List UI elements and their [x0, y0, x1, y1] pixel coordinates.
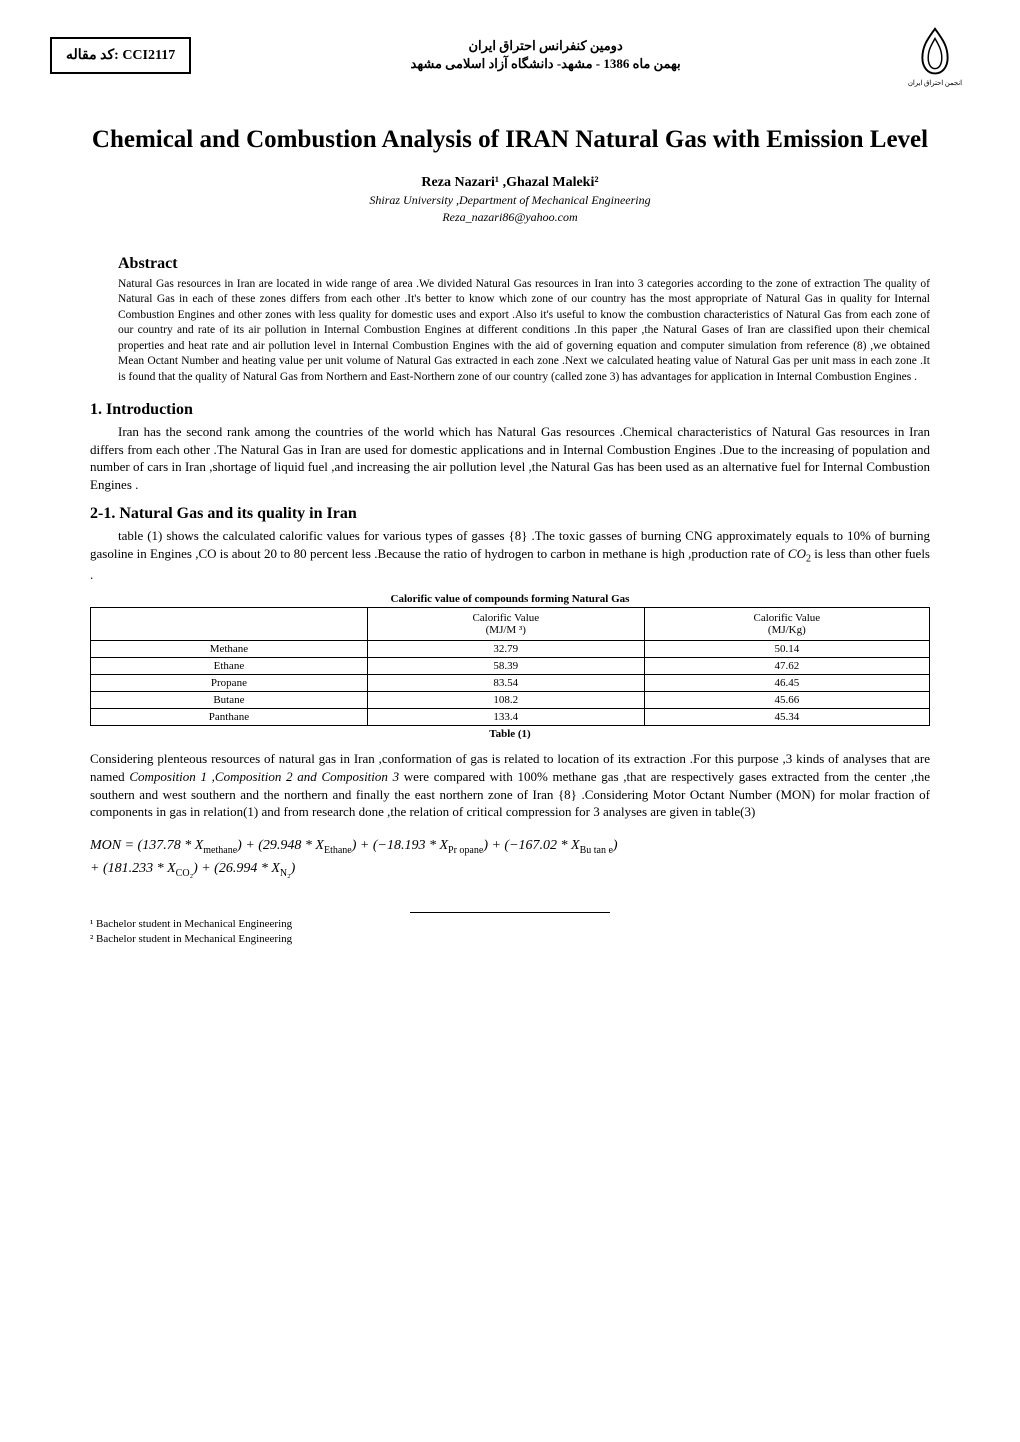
- footnote-1: ¹ Bachelor student in Mechanical Enginee…: [90, 917, 930, 931]
- code-label: کد مقاله:: [66, 48, 119, 63]
- authors: Reza Nazari¹ ,Ghazal Maleki²: [0, 175, 1020, 191]
- mon-equation: MON = (137.78 * Xmethane) + (29.948 * XE…: [90, 835, 930, 883]
- affiliation: Shiraz University ,Department of Mechani…: [0, 193, 1020, 208]
- col2-line1: Calorific Value: [376, 612, 636, 624]
- table-row: Methane 32.79 50.14: [91, 641, 930, 658]
- paragraph-2: Considering plenteous resources of natur…: [90, 750, 930, 820]
- eq-sub-propane: Pr opane: [448, 844, 483, 855]
- table-1-caption: Calorific value of compounds forming Nat…: [90, 593, 930, 605]
- eq-sub-methane: methane: [203, 844, 237, 855]
- compound-name: Ethane: [91, 658, 368, 675]
- conference-line2: بهمن ماه 1386 - مشهد- دانشگاه آزاد اسلام…: [191, 56, 900, 72]
- table-header-col3: Calorific Value (MJ/Kg): [644, 608, 929, 641]
- compound-name: Propane: [91, 675, 368, 692]
- value-mjm3: 58.39: [367, 658, 644, 675]
- value-mjkg: 50.14: [644, 641, 929, 658]
- section-2-1-heading: 2-1. Natural Gas and its quality in Iran: [90, 505, 930, 523]
- compound-name: Panthane: [91, 709, 368, 726]
- abstract-text: Natural Gas resources in Iran are locate…: [118, 277, 930, 386]
- value-mjkg: 45.66: [644, 692, 929, 709]
- value-mjm3: 83.54: [367, 675, 644, 692]
- eq-l1-m1: ) + (29.948 * X: [237, 838, 324, 853]
- compound-name: Methane: [91, 641, 368, 658]
- svg-text:انجمن احتراق ایران: انجمن احتراق ایران: [908, 79, 962, 87]
- col2-line2: (MJ/M ³): [376, 624, 636, 636]
- section-1-heading: 1. Introduction: [90, 401, 930, 419]
- calorific-table: Calorific Value (MJ/M ³) Calorific Value…: [90, 607, 930, 726]
- table-header-row: Calorific Value (MJ/M ³) Calorific Value…: [91, 608, 930, 641]
- value-mjm3: 133.4: [367, 709, 644, 726]
- author-email: Reza_nazari86@yahoo.com: [0, 210, 1020, 225]
- col3-line2: (MJ/Kg): [653, 624, 921, 636]
- eq-l1-m2: ) + (−18.193 * X: [352, 838, 448, 853]
- table-row: Panthane 133.4 45.34: [91, 709, 930, 726]
- eq-l2-end: ): [291, 861, 296, 876]
- paper-title: Chemical and Combustion Analysis of IRAN…: [50, 124, 970, 157]
- code-value: CCI2117: [122, 48, 175, 63]
- eq-l1-pre: MON = (137.78 * X: [90, 838, 203, 853]
- eq-sub-n2: N₂: [280, 868, 291, 879]
- conference-header: دومین کنفرانس احتراق ایران بهمن ماه 1386…: [191, 36, 900, 74]
- co2-symbol: CO: [788, 546, 806, 561]
- eq-sub-ethane: Ethane: [324, 844, 352, 855]
- eq-l2-pre: + (181.233 * X: [90, 861, 176, 876]
- association-logo: انجمن احتراق ایران: [900, 20, 970, 90]
- flame-logo-icon: انجمن احتراق ایران: [901, 21, 969, 89]
- table-row: Ethane 58.39 47.62: [91, 658, 930, 675]
- main-content: Abstract Natural Gas resources in Iran a…: [0, 255, 1020, 946]
- value-mjkg: 46.45: [644, 675, 929, 692]
- table-row: Propane 83.54 46.45: [91, 675, 930, 692]
- compound-name: Butane: [91, 692, 368, 709]
- page-header: کد مقاله: CCI2117 دومین کنفرانس احتراق ا…: [0, 0, 1020, 100]
- table-header-empty: [91, 608, 368, 641]
- col3-line1: Calorific Value: [653, 612, 921, 624]
- eq-l2-mid: ) + (26.994 * X: [193, 861, 280, 876]
- section-2-1-text: table (1) shows the calculated calorific…: [90, 527, 930, 583]
- value-mjkg: 47.62: [644, 658, 929, 675]
- value-mjm3: 108.2: [367, 692, 644, 709]
- paper-code-box: کد مقاله: CCI2117: [50, 37, 191, 74]
- section-1-text: Iran has the second rank among the count…: [90, 423, 930, 493]
- table-row: Butane 108.2 45.66: [91, 692, 930, 709]
- value-mjkg: 45.34: [644, 709, 929, 726]
- abstract-heading: Abstract: [118, 255, 930, 273]
- footnote-separator: [410, 912, 610, 913]
- footnote-2: ² Bachelor student in Mechanical Enginee…: [90, 932, 930, 946]
- eq-sub-co2: CO₂: [176, 868, 193, 879]
- eq-l1-end: ): [613, 838, 618, 853]
- table-header-col2: Calorific Value (MJ/M ³): [367, 608, 644, 641]
- eq-sub-butane: Bu tan e: [580, 844, 613, 855]
- value-mjm3: 32.79: [367, 641, 644, 658]
- table-1-label: Table (1): [90, 728, 930, 740]
- eq-l1-m3: ) + (−167.02 * X: [483, 838, 579, 853]
- conference-line1: دومین کنفرانس احتراق ایران: [191, 38, 900, 54]
